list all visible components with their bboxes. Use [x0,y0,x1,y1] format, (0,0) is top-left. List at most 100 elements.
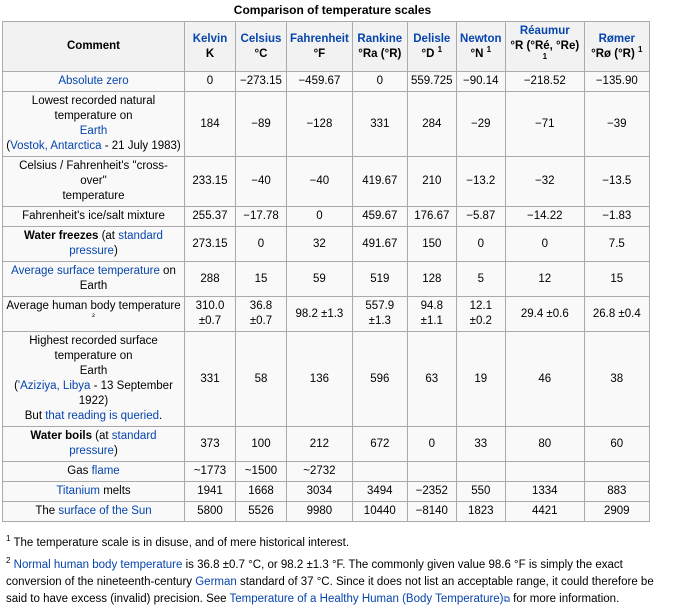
wiki-link[interactable]: Normal human body temperature [13,558,183,571]
value-cell [351,461,408,482]
text-run: Highest recorded surface temperature on [29,335,158,362]
comment-cell: Absolute zero [2,71,185,92]
text-run: Lowest recorded natural temperature on [31,95,156,122]
column-header-name[interactable]: Réaumur [519,25,570,37]
value-cell: −39 [583,91,650,157]
wiki-link[interactable]: 'Aziziya, Libya [17,380,91,392]
comment-cell: Lowest recorded natural temperature on Ea… [2,91,185,157]
text-run: temperature [62,190,125,202]
value-cell: −40 [235,156,287,207]
value-cell: 10440 [351,501,408,522]
comment-cell: Fahrenheit's ice/salt mixture [2,206,185,227]
text-run: ) [113,245,118,257]
wiki-link[interactable]: Earth [79,125,108,137]
column-header-rømer: Rømer °Rø (°R) 1 [583,21,650,72]
column-header-name[interactable]: Celsius [240,32,282,45]
text-run: But [24,410,46,422]
comment-cell: Average surface temperature on Earth [2,261,185,297]
value-cell: −89 [235,91,287,157]
value-cell: 557.9 ±1.3 [351,296,408,332]
column-header-unit: K [205,47,215,60]
value-cell: −1.83 [583,206,650,227]
wiki-link[interactable]: Absolute zero [58,75,129,87]
text-run: (at [98,230,119,242]
table-body: Absolute zero 0 −273.15 −459.67 0 559.725 −90.… [2,71,650,522]
value-cell: 98.2 ±1.3 [286,296,353,332]
footnote-marker[interactable]: 1 [437,44,443,54]
column-header-unit: °C [254,47,268,60]
value-cell: 33 [455,426,506,462]
footnote-marker[interactable]: ² [92,312,95,322]
value-cell: −218.52 [504,71,585,92]
table-row: Absolute zero 0 −273.15 −459.67 0 559.725 −90.… [2,71,650,92]
wiki-link[interactable]: standard pressure [69,430,157,457]
value-cell: 233.15 [184,156,236,207]
table-row: Average surface temperature on Earth 288 1… [2,261,650,297]
wiki-link[interactable]: Temperature of a Healthy Human (Body Tem… [229,592,504,605]
wiki-link[interactable]: that reading is queried [45,410,160,422]
value-cell: 373 [184,426,236,462]
wiki-link[interactable]: Vostok, Antarctica [10,140,102,152]
value-cell: −32 [504,156,585,207]
bold-text: Water boils [30,430,92,442]
text-run: melts [100,485,131,497]
text-run: Earth [79,365,108,377]
value-cell: 672 [351,426,408,462]
value-cell: −273.15 [235,71,287,92]
footnote-marker[interactable]: 1 [542,52,548,62]
column-header-newton: Newton °N 1 [455,21,506,72]
value-cell: ~2732 [286,461,353,482]
value-cell: 4421 [504,501,585,522]
comment-cell: Gas flame [2,461,185,482]
value-cell: 128 [406,261,457,297]
wiki-link[interactable]: flame [91,465,120,477]
value-cell: −29 [455,91,506,157]
value-cell: 559.725 [406,71,457,92]
column-header-name[interactable]: Kelvin [192,32,228,45]
value-cell: −40 [286,156,353,207]
table-row: The surface of the Sun 5800 5526 9980 10440−… [2,501,650,522]
column-header-celsius: Celsius °C [235,21,287,72]
column-header-name: Comment [66,40,121,52]
text-run: for more information. [509,592,620,605]
value-cell: 136 [286,331,353,427]
text-run: The [35,505,59,517]
value-cell: 12.1 ±0.2 [455,296,506,332]
value-cell [406,461,457,482]
table-row: Lowest recorded natural temperature on Ea… [2,91,650,157]
wiki-link[interactable]: standard pressure [69,230,163,257]
column-header-name[interactable]: Fahrenheit [290,32,349,45]
value-cell: 0 [351,71,408,92]
column-header-name[interactable]: Rømer [598,32,636,45]
footnote-marker[interactable]: 1 [638,44,643,54]
table-row: Water boils (at standard pressure) 373 100… [2,426,650,462]
wiki-link[interactable]: surface of the Sun [58,505,152,517]
column-header-name[interactable]: Delisle [413,32,451,45]
footnote-marker[interactable]: 1 [486,44,492,54]
value-cell: 0 [286,206,353,227]
value-cell: 38 [583,331,650,427]
column-header-name[interactable]: Rankine [357,32,403,45]
value-cell: 15 [583,261,650,297]
value-cell: 210 [406,156,457,207]
value-cell: −71 [504,91,585,157]
text-run: Gas [67,465,92,477]
text-run: The temperature scale is in disuse, and … [10,536,350,549]
comment-cell: Average human body temperature ² [2,296,185,332]
wiki-link[interactable]: German [195,575,237,588]
value-cell: 100 [235,426,287,462]
comment-cell: Highest recorded surface temperature on E… [2,331,185,427]
value-cell: 459.67 [351,206,408,227]
column-header-name[interactable]: Newton [460,32,502,45]
wiki-link[interactable]: Titanium [56,485,100,497]
value-cell: −128 [286,91,353,157]
wiki-link[interactable]: Average surface temperature [11,265,160,277]
text-run: - 13 September 1922) [78,380,173,407]
value-cell: −17.78 [235,206,287,227]
text-run: Celsius / Fahrenheit's "cross-over" [19,160,168,187]
bold-text: Water freezes [24,230,99,242]
value-cell: 80 [504,426,585,462]
comment-cell: Celsius / Fahrenheit's "cross-over" tempe… [2,156,185,207]
value-cell: 12 [504,261,585,297]
